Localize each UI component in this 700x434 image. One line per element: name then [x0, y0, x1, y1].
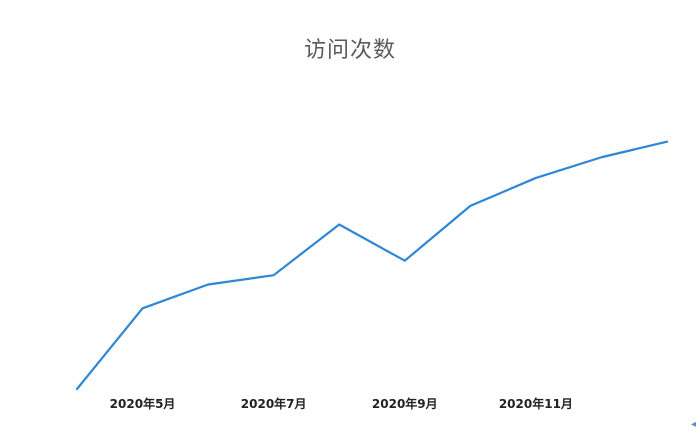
x-tick-label: 2020年5月: [110, 396, 176, 411]
x-tick-label: 2020年11月: [499, 396, 573, 411]
series-line-0: [75, 140, 669, 391]
collapse-arrow-icon[interactable]: ◂: [690, 419, 696, 430]
x-axis-ticks: 2020年5月 2020年7月 2020年9月 2020年11月: [110, 396, 573, 411]
x-tick-label: 2020年9月: [372, 396, 438, 411]
x-tick-label: 2020年7月: [241, 396, 307, 411]
chart-title: 访问次数: [303, 38, 396, 63]
series-layer: [75, 140, 669, 391]
